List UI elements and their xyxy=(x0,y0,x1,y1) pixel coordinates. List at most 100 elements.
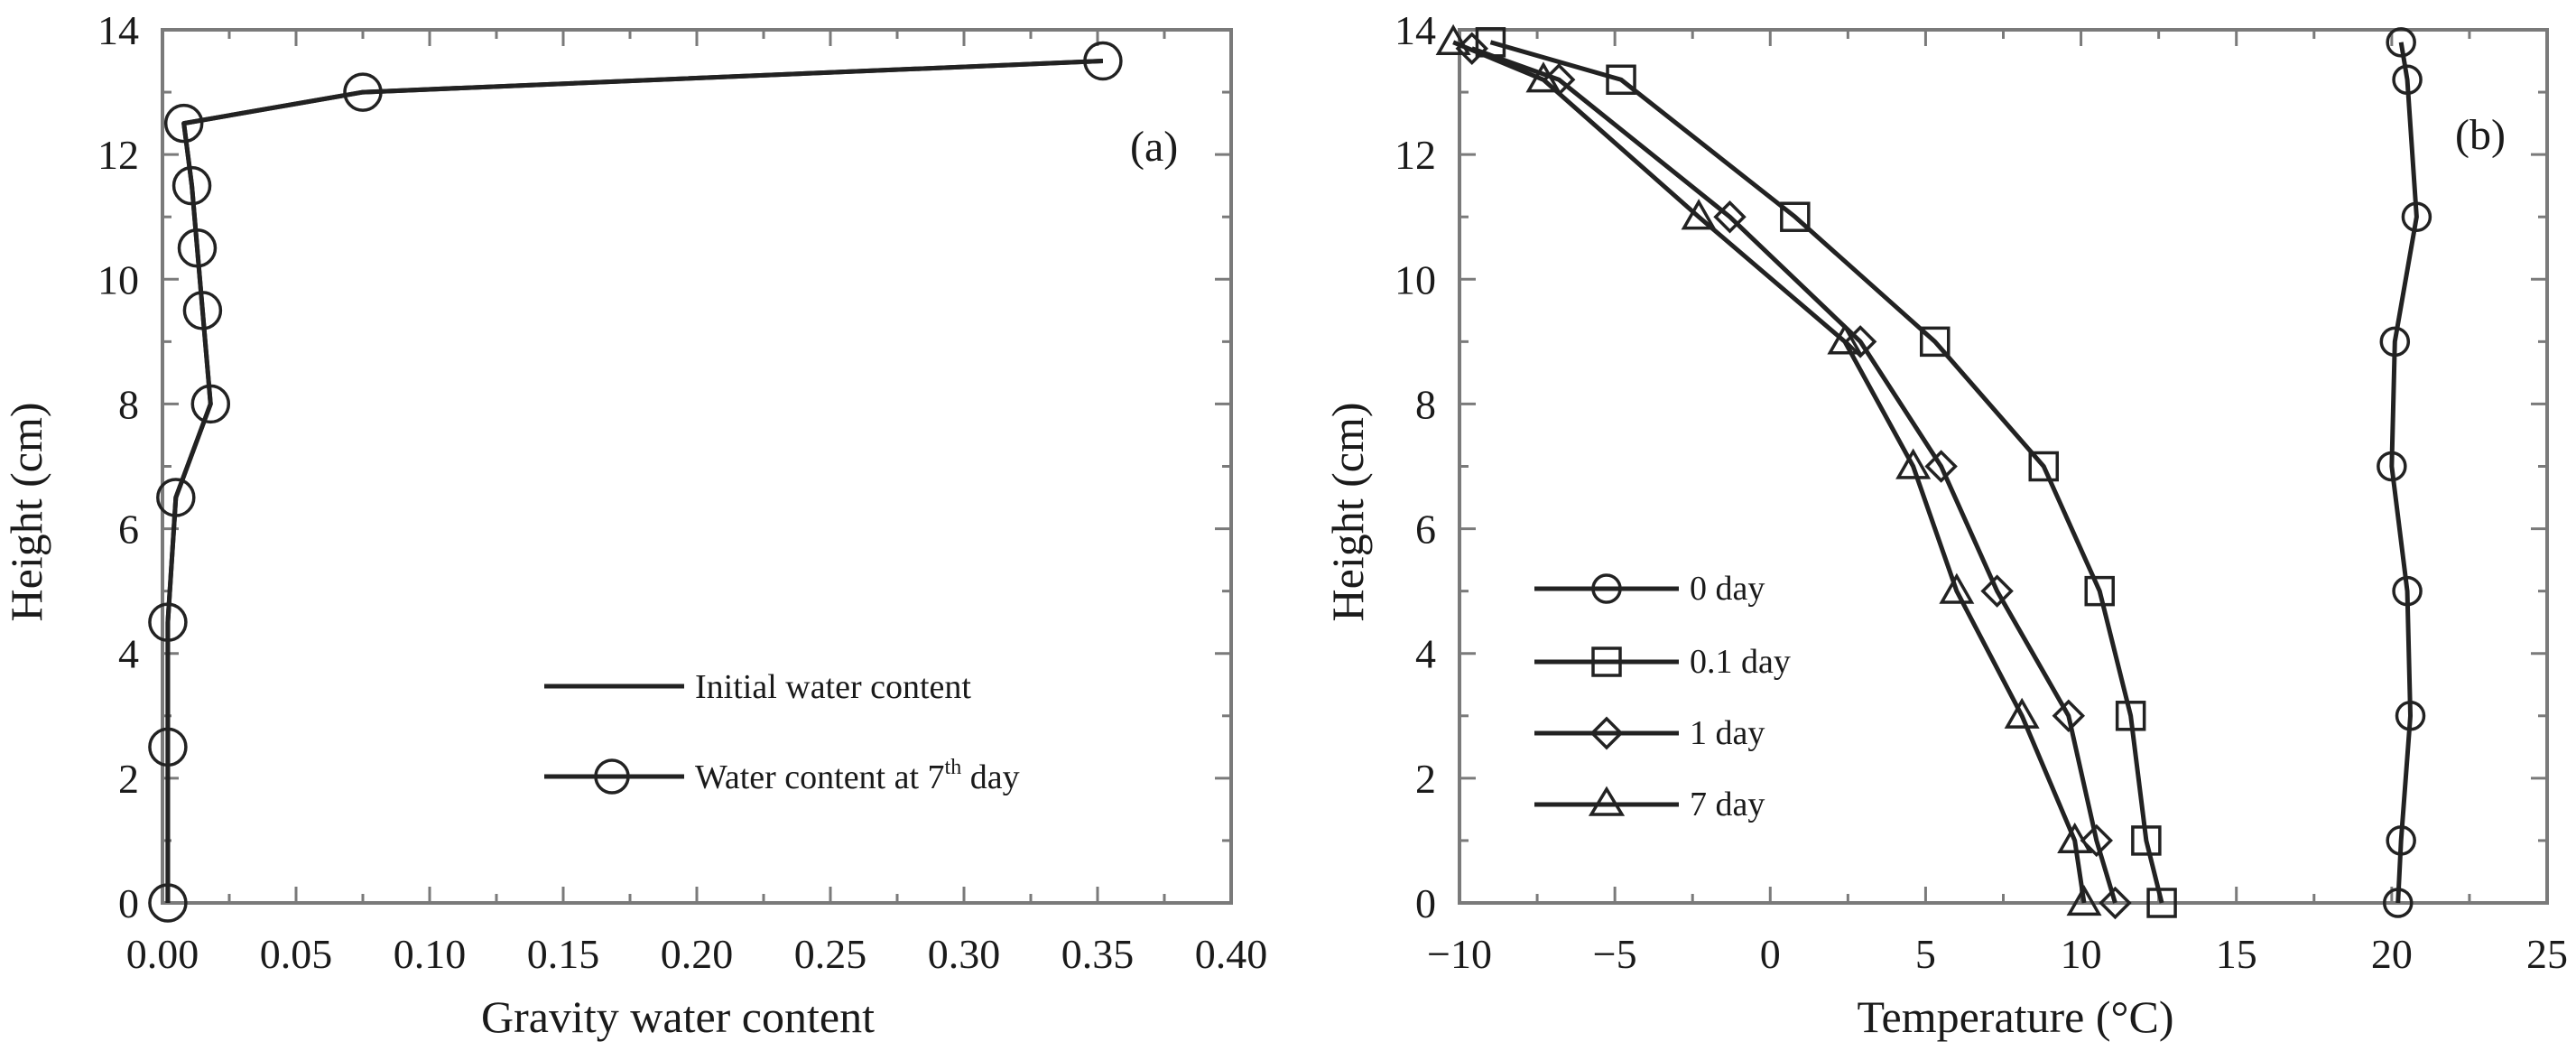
panel-a-xtick-label: 0.20 xyxy=(661,931,734,977)
panel-b-ytick-label: 10 xyxy=(1395,256,1436,302)
panel-b-series-0-point-circle xyxy=(2395,701,2426,731)
panel-b-series-1-point-square xyxy=(2146,888,2177,918)
panel-b-ytick-label: 8 xyxy=(1415,381,1436,427)
panel-b-series-0-point-circle xyxy=(2377,451,2407,482)
panel-b-series-1-line xyxy=(1489,40,2164,904)
panel-b-axis-frame xyxy=(1458,28,2549,905)
panel-b-series-2-point-diamond xyxy=(2099,886,2132,920)
panel-b-ytick-label: 6 xyxy=(1415,507,1436,553)
panel-b-ytick-label: 0 xyxy=(1415,880,1436,926)
panel-b-series-0-point-circle xyxy=(2382,888,2414,918)
panel-a-ytick-label: 4 xyxy=(118,631,139,677)
panel-b-series-2-point-diamond xyxy=(1924,450,1958,483)
panel-b-ytick-label: 2 xyxy=(1415,756,1436,802)
panel-b-series-1-point-square xyxy=(2028,451,2060,482)
panel-b-series-2-point-diamond xyxy=(1980,574,2014,608)
panel-a-series-1-point-circle xyxy=(343,72,383,112)
panel-a-series-1-point-circle xyxy=(1083,41,1123,81)
panel-a-ytick-label: 12 xyxy=(97,132,139,178)
panel-a-ytick-label: 14 xyxy=(97,7,139,53)
legend-b-7day-triangle-marker xyxy=(1588,786,1626,816)
panel-b-ytick-label: 4 xyxy=(1415,631,1436,677)
legend-b-1day-label: 1 day xyxy=(1690,714,1765,752)
panel-b-xtick-label: −5 xyxy=(1593,931,1637,977)
panel-a-ytick-label: 6 xyxy=(118,507,139,553)
legend-b-0day-circle-marker xyxy=(1591,573,1622,604)
panel-b-series-3-point-triangle xyxy=(1939,572,1975,604)
panel-b-series-3-point-triangle xyxy=(1895,448,1932,479)
panel-a-series-1-point-circle xyxy=(148,602,188,642)
panel-b-series-1-point-square xyxy=(2115,701,2146,731)
panel-a-series-1-point-circle xyxy=(177,228,218,268)
panel-a-ytick-label: 2 xyxy=(118,756,139,802)
panel-a-series-1-point-circle xyxy=(182,291,223,330)
panel-b-series-0-point-circle xyxy=(2392,575,2423,607)
panel-a-xtick-label: 0.30 xyxy=(928,931,1001,977)
panel-b-xtick-label: 0 xyxy=(1760,931,1781,977)
legend-a-7th-label-tail: day xyxy=(961,758,1019,796)
panel-a-xtick-label: 0.10 xyxy=(394,931,467,977)
panel-b-series-3-point-triangle xyxy=(2066,884,2102,916)
panel-b-series-3-point-triangle xyxy=(2057,822,2093,854)
panel-a-series-1-point-circle xyxy=(156,478,196,517)
panel-b-series-0-point-circle xyxy=(2392,64,2423,96)
panel-a-ytick-label: 8 xyxy=(118,381,139,427)
panel-a-series-1-line xyxy=(165,59,1104,903)
panel-a-series-1-point-circle xyxy=(163,103,204,144)
panel-b-series-0-point-circle xyxy=(2386,825,2416,856)
panel-b-series-3-line xyxy=(1452,40,2087,904)
panel-b-series-1-point-square xyxy=(1920,326,1951,358)
panel-b-series-2-point-diamond xyxy=(2052,699,2086,733)
panel-a-series-1-point-circle xyxy=(171,165,212,206)
panel-b-series-3-point-triangle xyxy=(1525,61,1561,93)
legend-a-initial-label: Initial water content xyxy=(695,668,971,706)
panel-b-series-3-point-triangle xyxy=(1435,23,1471,55)
panel-a-ytick-label: 0 xyxy=(118,880,139,926)
panel-a-series-1-point-circle xyxy=(148,883,188,923)
panel-a-ylabel: Height (cm) xyxy=(1,403,51,622)
panel-b-series-3-point-triangle xyxy=(1681,199,1717,230)
panel-b-xtick-label: 25 xyxy=(2526,931,2568,977)
legend-a-7th-label: Water content at 7th day xyxy=(695,756,1020,796)
panel-a-label: (a) xyxy=(1130,123,1178,171)
panel-a-xtick-label: 0.05 xyxy=(260,931,333,977)
panel-b-series-2-point-diamond xyxy=(1713,200,1747,234)
panel-a-xtick-label: 0.15 xyxy=(527,931,600,977)
panel-b-series-0-point-circle xyxy=(2401,201,2432,232)
legend-b-7day-label: 7 day xyxy=(1690,786,1765,823)
panel-b-legend: 0 day 0.1 day 1 day 7 day xyxy=(1534,570,1791,823)
panel-b-xlabel: Temperature (°C) xyxy=(1857,991,2173,1042)
panel-b-series-3-point-triangle xyxy=(1827,323,1863,355)
panel-b-xtick-label: 10 xyxy=(2061,931,2102,977)
legend-b-0day-label: 0 day xyxy=(1690,570,1765,608)
panel-b-xtick-label: 5 xyxy=(1915,931,1936,977)
legend-b-1day-diamond-marker xyxy=(1589,716,1624,750)
panel-b-label: (b) xyxy=(2455,111,2506,159)
legend-a-7th-circle-marker xyxy=(594,758,630,795)
panel-b-series-1-point-square xyxy=(1606,64,1636,96)
panel-b-series-1-point-square xyxy=(1780,201,1811,232)
panel-b-ytick-label: 14 xyxy=(1395,7,1436,53)
panel-a-series-1-point-circle xyxy=(148,727,188,767)
panel-a-plot: 0.00 0.05 0.10 0.15 0.20 0.25 0.30 0.35 0.40 0 2 4 6… xyxy=(97,7,1267,977)
panel-b-series-1-point-square xyxy=(2084,575,2115,607)
panel-a-ytick-label: 10 xyxy=(97,256,139,302)
panel-b-series-2-line xyxy=(1470,46,2117,904)
panel-a-xtick-label: 0.00 xyxy=(126,931,199,977)
legend-b-01day-label: 0.1 day xyxy=(1690,643,1791,681)
panel-b-xtick-label: 20 xyxy=(2371,931,2413,977)
panel-a-legend: Initial water content Water content at 7… xyxy=(544,668,1020,796)
panel-a-xtick-label: 0.35 xyxy=(1061,931,1135,977)
panel-b-series-0-line xyxy=(2389,42,2419,904)
panel-b-xtick-label: −10 xyxy=(1427,931,1492,977)
panel-b-ylabel: Height (cm) xyxy=(1322,403,1373,622)
panel-a-series-1-point-circle xyxy=(190,384,231,424)
panel-b-series-0 xyxy=(2377,27,2432,918)
panel-b-series-3 xyxy=(1435,23,2102,916)
panel-b-series-1 xyxy=(1475,27,2177,918)
panel-a-xtick-label: 0.25 xyxy=(794,931,867,977)
panel-a-xtick-label: 0.40 xyxy=(1195,931,1268,977)
panel-b-plot: −10 −5 0 5 10 15 20 25 0 2 4 6 8 10 12 14 xyxy=(1395,7,2568,977)
panel-b-series-1-point-square xyxy=(2131,825,2162,856)
